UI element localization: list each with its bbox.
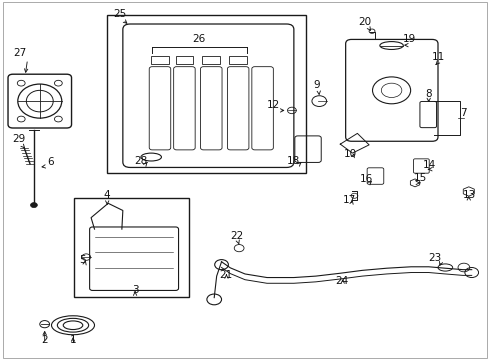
Text: 29: 29 [13, 134, 26, 144]
Text: 2: 2 [41, 335, 48, 345]
Text: 17: 17 [343, 195, 356, 205]
Text: 23: 23 [428, 253, 441, 263]
Circle shape [30, 203, 37, 208]
Text: 6: 6 [47, 157, 54, 167]
Text: 22: 22 [231, 231, 244, 241]
Text: 11: 11 [432, 51, 445, 62]
Text: 27: 27 [14, 48, 27, 58]
Text: 28: 28 [134, 156, 147, 166]
Text: 8: 8 [425, 89, 432, 99]
Text: 4: 4 [104, 190, 111, 200]
Text: 25: 25 [113, 9, 126, 19]
Bar [107, 15, 306, 173]
Text: 7: 7 [461, 108, 467, 118]
Text: 10: 10 [343, 149, 357, 159]
Text: 13: 13 [463, 190, 476, 200]
Text: 3: 3 [132, 285, 138, 296]
Text: 16: 16 [360, 174, 373, 184]
Text: 24: 24 [335, 276, 348, 286]
Text: 21: 21 [219, 270, 232, 280]
Bar [74, 198, 189, 297]
Text: 18: 18 [287, 156, 300, 166]
Text: 14: 14 [423, 160, 436, 170]
Text: 9: 9 [313, 80, 319, 90]
Text: 19: 19 [403, 35, 416, 44]
Text: 12: 12 [267, 100, 280, 111]
Text: 1: 1 [70, 335, 76, 345]
Text: 15: 15 [414, 173, 427, 183]
Text: 26: 26 [192, 35, 205, 44]
Text: 20: 20 [358, 17, 371, 27]
Text: 5: 5 [79, 255, 86, 265]
